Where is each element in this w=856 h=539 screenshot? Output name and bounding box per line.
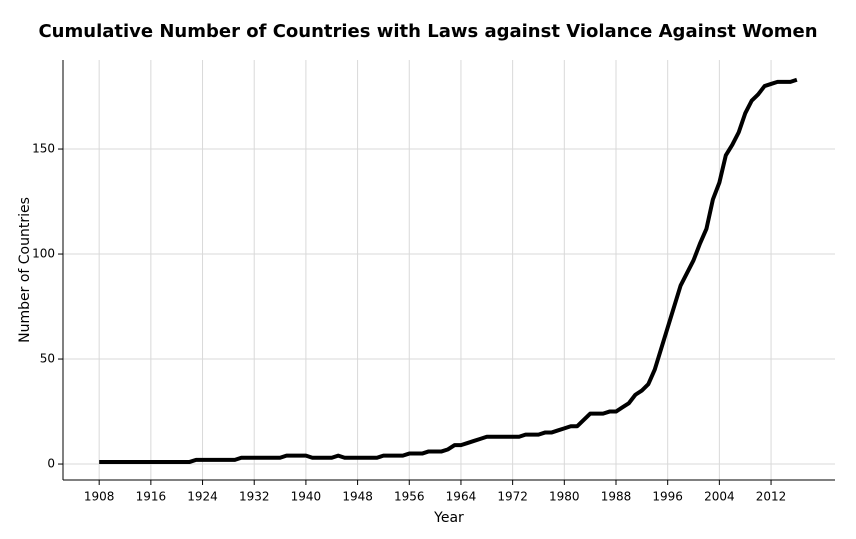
y-tick-label: 150 (32, 142, 55, 156)
x-axis-label: Year (433, 510, 464, 526)
y-tick-label: 0 (47, 457, 55, 471)
x-tick-label: 2004 (704, 490, 735, 504)
x-tick-label: 1988 (601, 490, 632, 504)
y-tick-label: 100 (32, 247, 55, 261)
line (99, 77, 798, 464)
x-tick-label: 1932 (239, 490, 270, 504)
grid (63, 60, 835, 480)
x-tick-label: 1956 (394, 490, 425, 504)
x-tick-label: 1980 (549, 490, 580, 504)
x-tick-label: 1996 (652, 490, 683, 504)
x-tick-label: 1916 (136, 490, 167, 504)
x-tick-label: 1924 (187, 490, 218, 504)
chart-title: Cumulative Number of Countries with Laws… (38, 21, 817, 42)
x-tick-label: 1972 (497, 490, 528, 504)
x-tick-label: 1940 (291, 490, 322, 504)
x-tick-label: 1964 (446, 490, 477, 504)
x-tick-label: 1948 (342, 490, 373, 504)
x-tick-label: 2012 (756, 490, 787, 504)
x-tick-label: 1908 (84, 490, 115, 504)
y-axis-label: Number of Countries (17, 197, 33, 343)
y-tick-label: 50 (40, 352, 55, 366)
